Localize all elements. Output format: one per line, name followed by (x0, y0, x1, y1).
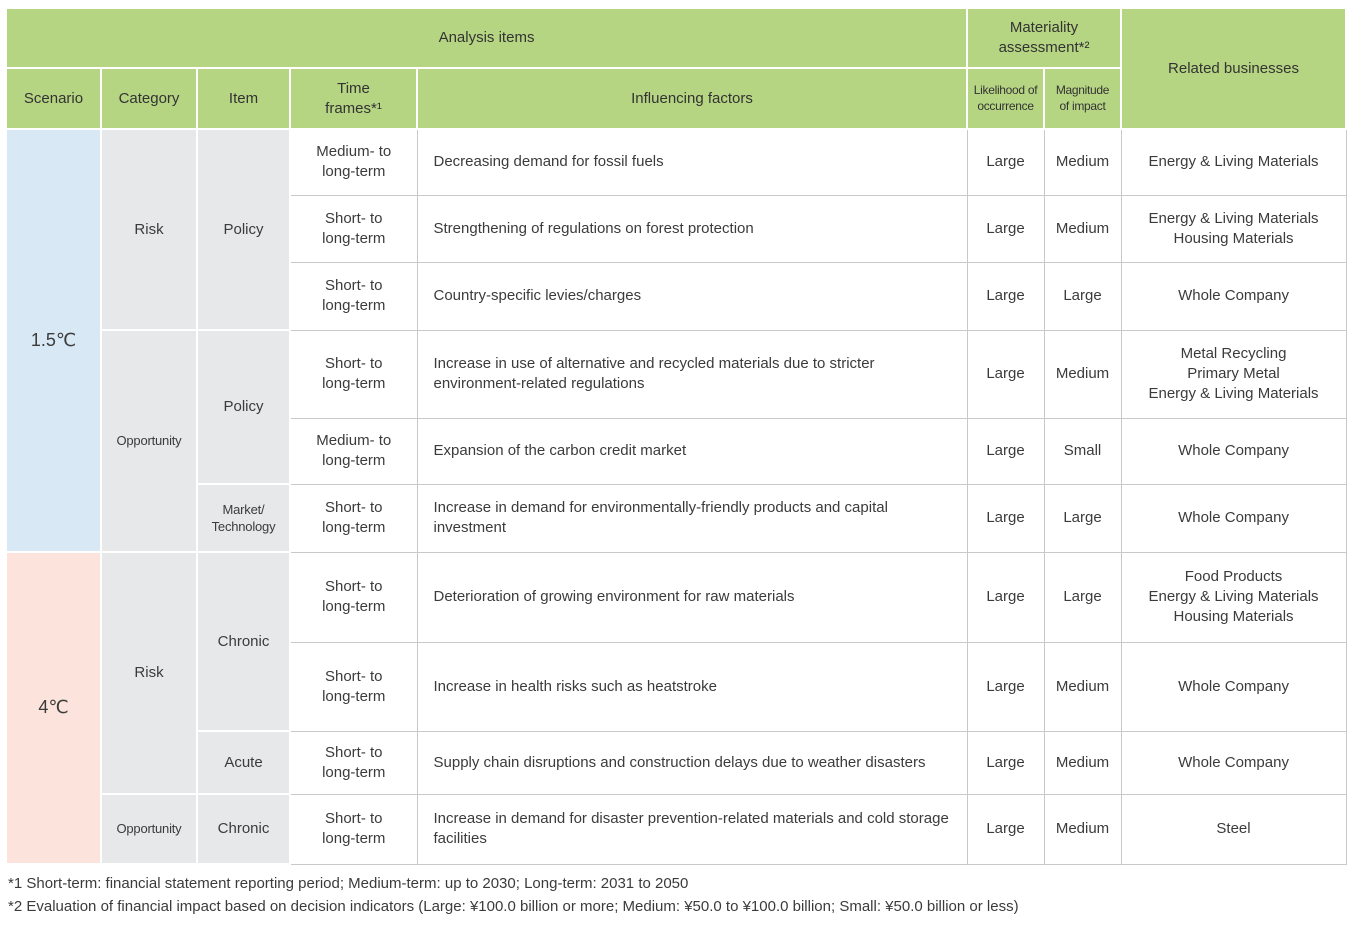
magnitude-cell: Medium (1043, 329, 1122, 419)
table-row: Opportunity Chronic Short- to long-term … (6, 793, 1347, 865)
related-businesses-cell: Energy & Living Materials (1120, 128, 1347, 196)
influencing-factor-cell: Deterioration of growing environment for… (416, 551, 968, 643)
header-row-groups: Analysis items Materiality assessment*² … (4, 7, 1348, 130)
related-businesses-cell: Steel (1120, 793, 1347, 865)
item-column-header: Item (196, 67, 291, 130)
magnitude-cell: Large (1043, 483, 1122, 553)
category-cell-risk: Risk (100, 551, 198, 795)
influencing-factor-cell: Expansion of the carbon credit market (416, 417, 968, 485)
influencing-factors-column-header: Influencing factors (415, 67, 969, 130)
influencing-factor-cell: Increase in health risks such as heatstr… (416, 641, 968, 732)
related-businesses-cell: Whole Company (1120, 261, 1347, 331)
item-cell-acute: Acute (196, 730, 291, 795)
footnote-2: *2 Evaluation of financial impact based … (8, 898, 1019, 915)
table-row: Acute Short- to long-term Supply chain d… (6, 730, 1347, 795)
table-row: 1.5℃ Risk Policy Medium- to long-term De… (5, 128, 1347, 553)
related-businesses-cell: Energy & Living Materials Housing Materi… (1120, 194, 1347, 263)
item-cell-market-technology: Market/ Technology (196, 483, 291, 553)
time-frames-cell: Short- to long-term (289, 483, 418, 553)
header-row-columns: Scenario Category Item Time frames*¹ Inf… (5, 67, 1346, 130)
time-frames-cell: Short- to long-term (289, 329, 418, 419)
related-businesses-cell: Food Products Energy & Living Materials … (1120, 551, 1347, 643)
influencing-factor-cell: Strengthening of regulations on forest p… (416, 194, 968, 263)
related-businesses-cell: Metal Recycling Primary Metal Energy & L… (1120, 329, 1347, 419)
likelihood-column-header: Likelihood of occurrence (966, 67, 1046, 130)
materiality-assessment-header: Materiality assessment*² (966, 7, 1123, 69)
category-column-header: Category (100, 67, 198, 130)
magnitude-cell: Medium (1043, 641, 1122, 732)
related-businesses-cell: Whole Company (1120, 483, 1347, 553)
related-businesses-cell: Whole Company (1120, 641, 1347, 732)
scenario-analysis-page: Analysis items Materiality assessment*² … (4, 7, 1348, 918)
footnotes: *1 Short-term: financial statement repor… (5, 872, 1345, 918)
footnote-1: *1 Short-term: financial statement repor… (8, 875, 689, 892)
time-frames-cell: Short- to long-term (289, 793, 418, 865)
item-cell-chronic: Chronic (196, 793, 291, 865)
table-row: Short- to long-term Strengthening of reg… (6, 194, 1347, 263)
influencing-factor-cell: Increase in demand for disaster preventi… (416, 793, 968, 865)
likelihood-cell: Large (966, 329, 1045, 419)
scenario-cell-4c: 4℃ (5, 551, 102, 865)
influencing-factor-cell: Decreasing demand for fossil fuels (416, 128, 968, 196)
time-frames-cell: Medium- to long-term (289, 128, 418, 196)
table-row: Opportunity Policy Short- to long-term I… (6, 329, 1347, 553)
influencing-factor-cell: Increase in use of alternative and recyc… (416, 329, 968, 419)
influencing-factor-cell: Increase in demand for environmentally-f… (416, 483, 968, 553)
table-row: 4℃ Risk Chronic Short- to long-term Dete… (5, 551, 1347, 865)
likelihood-cell: Large (966, 551, 1045, 643)
item-cell-policy: Policy (196, 329, 291, 485)
magnitude-cell: Small (1043, 417, 1122, 485)
magnitude-column-header: Magnitude of impact (1043, 67, 1123, 130)
analysis-items-header: Analysis items (4, 7, 969, 69)
likelihood-cell: Large (966, 730, 1045, 795)
magnitude-cell: Large (1043, 261, 1122, 331)
table-row: Market/ Technology Short- to long-term I… (6, 483, 1347, 553)
table-row: Short- to long-term Increase in health r… (6, 641, 1347, 732)
time-frames-cell: Short- to long-term (289, 194, 418, 263)
magnitude-cell: Medium (1043, 793, 1122, 865)
related-businesses-cell: Whole Company (1120, 730, 1347, 795)
time-frames-cell: Medium- to long-term (289, 417, 418, 485)
item-cell-policy: Policy (196, 128, 291, 331)
time-frames-cell: Short- to long-term (289, 641, 418, 732)
time-frames-cell: Short- to long-term (289, 551, 418, 643)
likelihood-cell: Large (966, 194, 1045, 263)
item-cell-chronic: Chronic (196, 551, 291, 732)
likelihood-cell: Large (966, 417, 1045, 485)
likelihood-cell: Large (966, 261, 1045, 331)
table-row: Short- to long-term Country-specific lev… (6, 261, 1347, 331)
likelihood-cell: Large (966, 483, 1045, 553)
magnitude-cell: Medium (1043, 194, 1122, 263)
magnitude-cell: Medium (1043, 128, 1122, 196)
category-cell-opportunity: Opportunity (100, 793, 198, 865)
scenario-analysis-table: Analysis items Materiality assessment*² … (4, 7, 1348, 865)
magnitude-cell: Medium (1043, 730, 1122, 795)
scenario-column-header: Scenario (5, 67, 102, 130)
likelihood-cell: Large (966, 128, 1045, 196)
influencing-factor-cell: Country-specific levies/charges (416, 261, 968, 331)
time-frames-cell: Short- to long-term (289, 261, 418, 331)
category-cell-opportunity: Opportunity (100, 329, 198, 553)
influencing-factor-cell: Supply chain disruptions and constructio… (416, 730, 968, 795)
time-frames-cell: Short- to long-term (289, 730, 418, 795)
related-businesses-header: Related businesses (1120, 7, 1348, 130)
likelihood-cell: Large (966, 641, 1045, 732)
related-businesses-cell: Whole Company (1120, 417, 1347, 485)
time-frames-column-header: Time frames*¹ (289, 67, 418, 130)
scenario-cell-1-5c: 1.5℃ (5, 128, 102, 553)
magnitude-cell: Large (1043, 551, 1122, 643)
likelihood-cell: Large (966, 793, 1045, 865)
category-cell-risk: Risk (100, 128, 198, 331)
